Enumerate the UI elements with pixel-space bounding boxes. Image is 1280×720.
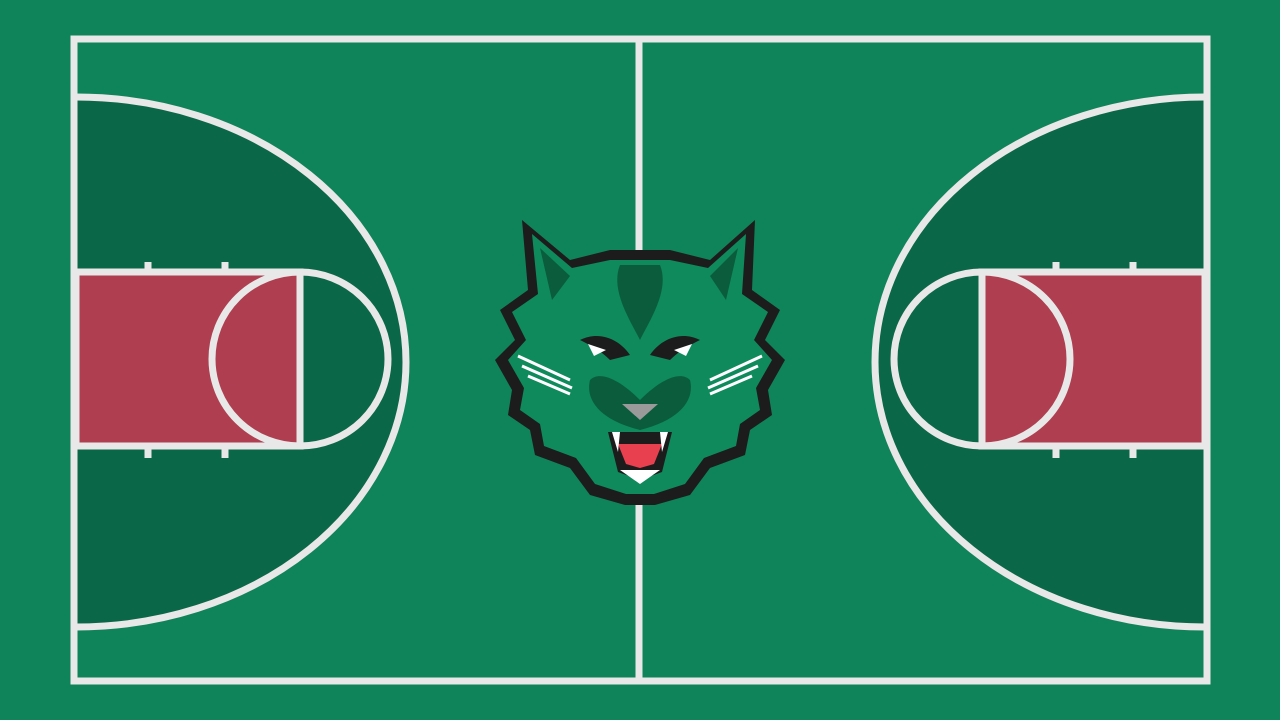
right-lane-lines xyxy=(978,268,1209,450)
right-three-point-line xyxy=(871,93,1206,631)
left-free-throw-inner-half xyxy=(210,272,300,446)
wildcat-head-icon xyxy=(495,220,785,505)
right-free-throw-circle xyxy=(890,268,1074,450)
left-three-point-line xyxy=(75,93,410,631)
left-lane-lines xyxy=(72,268,304,450)
left-free-throw-circle xyxy=(208,268,392,450)
right-free-throw-inner-half xyxy=(982,272,1072,446)
